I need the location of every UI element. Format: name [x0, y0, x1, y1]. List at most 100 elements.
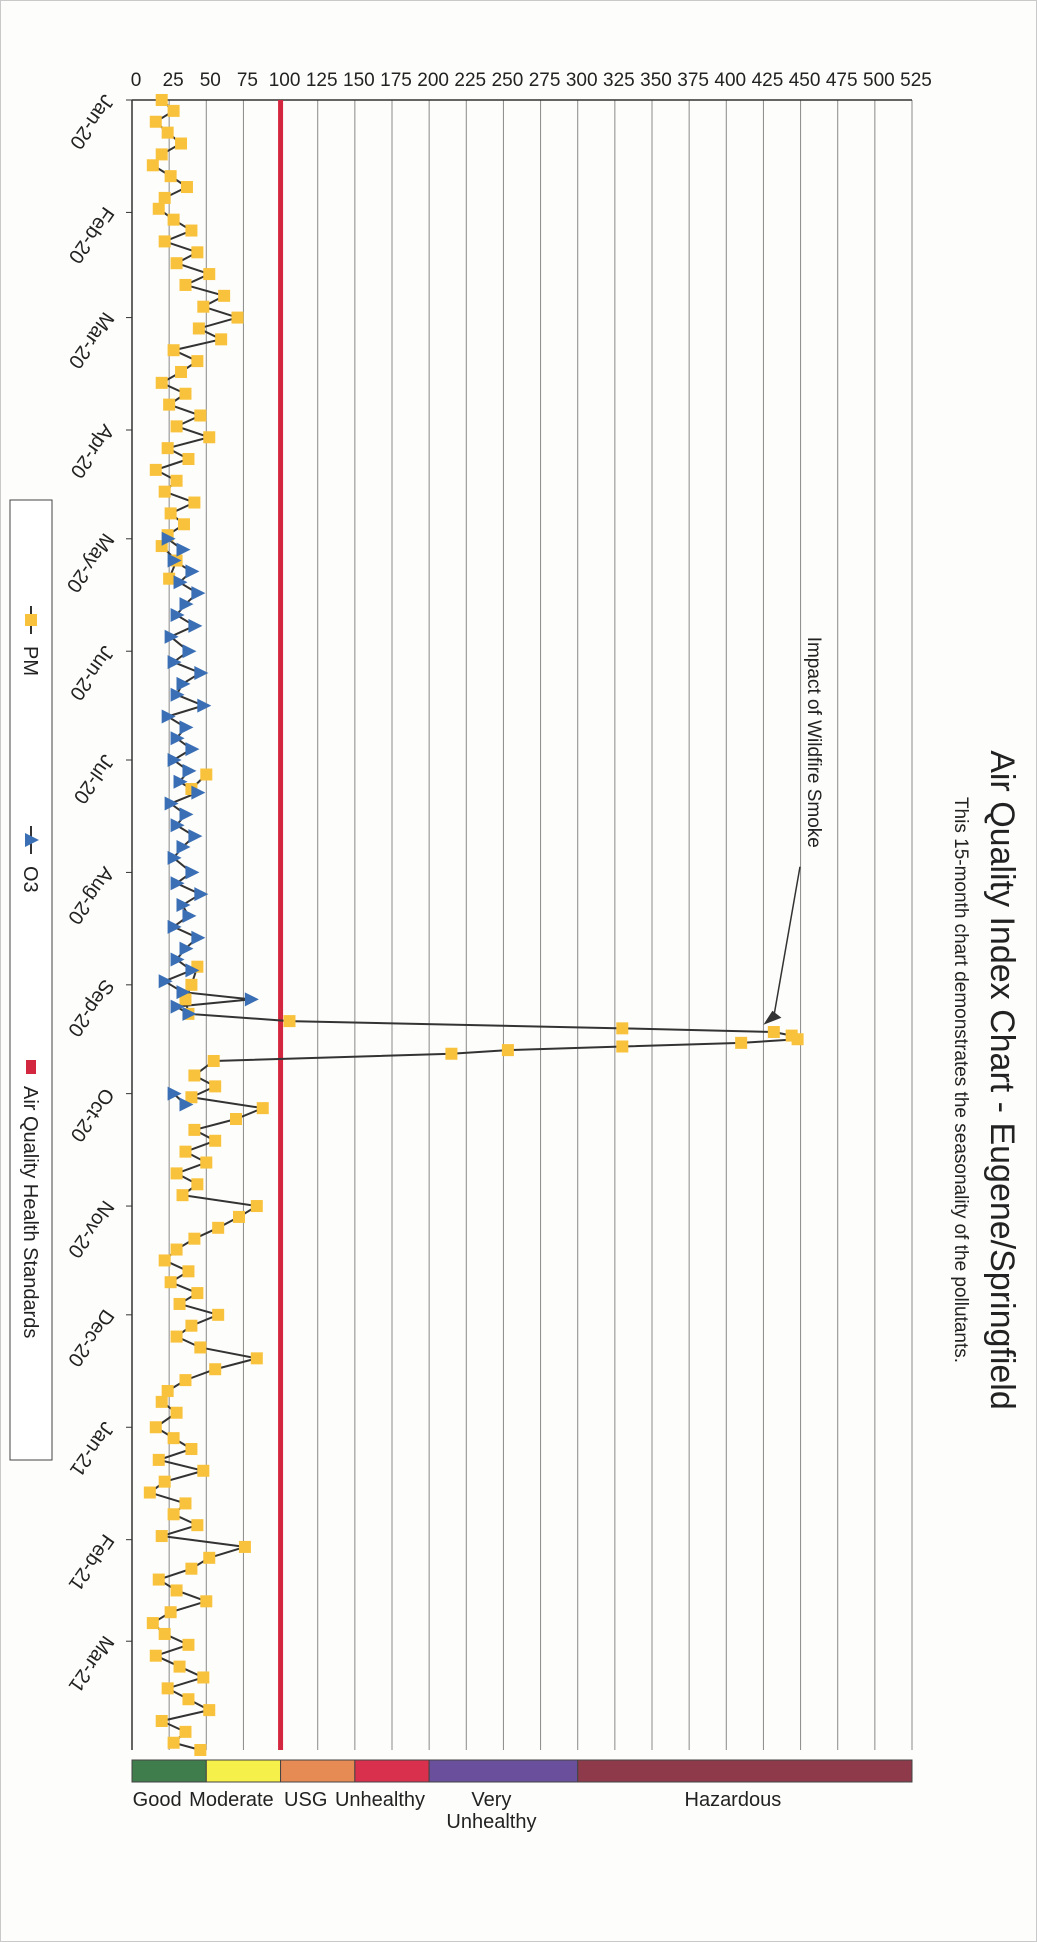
pm-point [164, 170, 177, 183]
pm-point [152, 1573, 165, 1586]
legend: PM O3 Air Quality Health Standards [9, 499, 53, 1461]
pm-point [163, 398, 176, 411]
pm-point [182, 453, 195, 466]
aqi-category-label: USG [284, 1789, 327, 1811]
pm-point [170, 1167, 183, 1180]
pm-point [256, 1102, 269, 1115]
pm-point [191, 246, 204, 259]
o3-point [158, 974, 173, 989]
pm-point [200, 1156, 213, 1169]
pm-point [149, 115, 162, 128]
aqi-category-label: Moderate [189, 1789, 274, 1811]
o3-point [167, 655, 182, 670]
aqi-category-segment [280, 1759, 356, 1783]
o3-point [179, 597, 194, 612]
pm-point [161, 126, 174, 139]
o3-point [179, 941, 194, 956]
y-tick-label: 150 [343, 70, 375, 91]
aqi-category-label: Hazardous [684, 1789, 781, 1811]
aqi-category-bar: Good Moderate USG Unhealthy Very UnhealthyHaz… [131, 1759, 913, 1833]
x-tick-label: Jan-21 [65, 1418, 118, 1481]
x-axis-ticks: Jan-20 Feb-20 Mar-20 Apr-20 May-20 Jun-20 Jul-… [62, 90, 132, 1696]
pm-point [170, 420, 183, 433]
pm-point [188, 496, 201, 509]
pm-point [188, 1232, 201, 1245]
pm-point [143, 1486, 156, 1499]
pm-point [167, 104, 180, 117]
pm-point [185, 224, 198, 237]
pm-point [179, 1497, 192, 1510]
pm-point [167, 1736, 180, 1749]
x-tick-label: Feb-21 [64, 1530, 118, 1595]
y-tick-label: 75 [237, 70, 258, 91]
o3-point [161, 709, 176, 724]
aqi-category-label-line: Unhealthy [335, 1789, 425, 1811]
pm-point [161, 442, 174, 455]
pm-point [191, 1178, 204, 1191]
x-tick-label: Jul-20 [69, 750, 118, 807]
pm-point [445, 1047, 458, 1060]
pm-point [200, 768, 213, 781]
y-tick-label: 475 [826, 70, 858, 91]
pm-point [203, 1551, 216, 1564]
pm-point [164, 1276, 177, 1289]
o3-point [182, 1006, 197, 1021]
chart-subtitle: This 15-month chart demonstrates the sea… [950, 797, 971, 1363]
pm-point [163, 572, 176, 585]
pm-point [179, 1374, 192, 1387]
x-tick-label: Jun-20 [65, 641, 118, 704]
series-line-pm [147, 966, 801, 1751]
pm-point [167, 1508, 180, 1521]
y-axis-ticks: 0 25 50 75 100 125 150 175 200 225 250 275 300 325 350… [131, 70, 932, 91]
pm-point [180, 181, 193, 194]
o3-point [167, 1086, 182, 1101]
x-tick-label: Dec-20 [63, 1305, 118, 1370]
o3-point [185, 963, 200, 978]
o3-point [176, 985, 191, 1000]
annotation-arrow-line [772, 866, 801, 1019]
pm-point [146, 1617, 159, 1630]
y-tick-label: 325 [603, 70, 635, 91]
pm-point [158, 1254, 171, 1267]
y-tick-label: 175 [380, 70, 412, 91]
aqi-category-label-line: Moderate [189, 1789, 274, 1811]
pm-point [170, 1584, 183, 1597]
pm-point [178, 518, 190, 531]
legend-label: O3 [19, 866, 41, 893]
pm-point [197, 1464, 210, 1477]
pm-point [209, 1080, 222, 1093]
aqi-category-label-line: USG [284, 1789, 327, 1811]
pm-point [182, 1265, 195, 1278]
x-tick-label: Nov-20 [63, 1196, 118, 1261]
pm-point [164, 507, 177, 520]
pm-point [185, 1443, 198, 1456]
y-tick-label: 375 [677, 70, 709, 91]
o3-point [176, 676, 191, 691]
pm-point [791, 1033, 804, 1046]
y-tick-label: 350 [640, 70, 672, 91]
y-tick-label: 400 [714, 70, 746, 91]
y-tick-label: 50 [200, 70, 221, 91]
aqi-category-segment [131, 1759, 207, 1783]
y-tick-label: 125 [306, 70, 338, 91]
o3-point [161, 531, 176, 546]
pm-point [170, 1243, 183, 1256]
o3-point [170, 999, 185, 1014]
o3-point [182, 763, 197, 778]
pm-point [179, 1725, 192, 1738]
pm-point [170, 1330, 183, 1343]
pm-point [155, 94, 168, 106]
pm-point [164, 1606, 177, 1619]
pm-point [250, 1200, 263, 1213]
pm-point [158, 235, 171, 248]
o3-point [176, 542, 191, 557]
aqi-category-label: Very Unhealthy [446, 1789, 536, 1833]
pm-point [616, 1040, 629, 1053]
o3-point [197, 698, 212, 713]
o3-point [191, 785, 206, 800]
x-tick-label: Apr-20 [66, 420, 118, 482]
pm-point [155, 148, 168, 161]
pm-point [207, 1054, 220, 1067]
legend-label: Air Quality Health Standards [19, 1086, 41, 1338]
pm-point [152, 202, 165, 215]
